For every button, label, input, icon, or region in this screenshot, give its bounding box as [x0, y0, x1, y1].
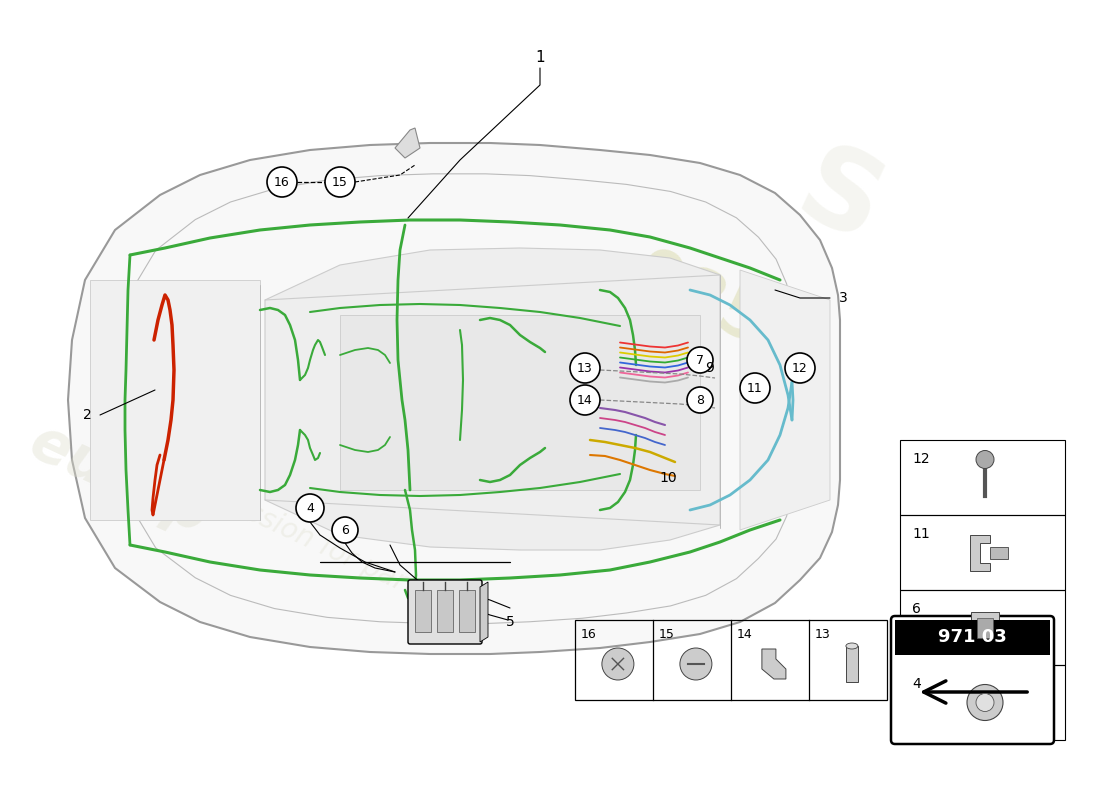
Circle shape	[967, 685, 1003, 721]
Polygon shape	[970, 534, 990, 570]
Text: 2: 2	[82, 408, 91, 422]
Circle shape	[688, 347, 713, 373]
Circle shape	[570, 385, 600, 415]
Text: 971 03: 971 03	[938, 628, 1006, 646]
Text: 10: 10	[659, 471, 676, 485]
Ellipse shape	[846, 643, 858, 649]
Bar	[895, 620, 1050, 655]
Bar	[340, 315, 700, 490]
Bar	[415, 590, 431, 632]
Polygon shape	[740, 270, 830, 530]
Text: 8: 8	[696, 394, 704, 406]
Text: 6: 6	[912, 602, 921, 616]
Text: 6: 6	[341, 523, 349, 537]
Text: 14: 14	[578, 394, 593, 406]
Circle shape	[976, 450, 994, 469]
FancyBboxPatch shape	[891, 616, 1054, 744]
Text: europ: europ	[21, 414, 219, 546]
Bar	[575, 620, 887, 700]
Bar	[971, 611, 999, 643]
Text: 12: 12	[912, 452, 930, 466]
Text: 15: 15	[659, 628, 675, 641]
Text: 1: 1	[536, 50, 544, 66]
Circle shape	[785, 353, 815, 383]
Circle shape	[570, 353, 600, 383]
Bar	[459, 590, 475, 632]
Text: 9: 9	[705, 361, 714, 375]
Bar	[437, 590, 453, 632]
Circle shape	[740, 373, 770, 403]
Text: S: S	[781, 134, 899, 266]
Bar	[900, 590, 1065, 665]
Text: 3: 3	[838, 291, 847, 305]
Polygon shape	[68, 143, 840, 654]
Circle shape	[602, 648, 634, 680]
Text: 11: 11	[747, 382, 763, 394]
Text: 4: 4	[306, 502, 313, 514]
Text: 5: 5	[506, 615, 515, 629]
Circle shape	[688, 387, 713, 413]
Polygon shape	[90, 280, 260, 520]
Polygon shape	[395, 128, 420, 158]
Bar	[900, 665, 1065, 740]
Text: 14: 14	[737, 628, 752, 641]
Circle shape	[332, 517, 358, 543]
Bar	[846, 646, 858, 682]
Text: 11: 11	[912, 527, 930, 541]
Text: 085: 085	[623, 241, 777, 359]
Text: 16: 16	[274, 175, 290, 189]
Polygon shape	[762, 649, 785, 679]
Bar	[900, 440, 1065, 515]
Polygon shape	[480, 582, 488, 642]
Circle shape	[976, 694, 994, 711]
Polygon shape	[265, 248, 720, 550]
Text: 13: 13	[815, 628, 830, 641]
Text: 13: 13	[578, 362, 593, 374]
Circle shape	[680, 648, 712, 680]
Text: 4: 4	[912, 677, 921, 691]
Bar	[990, 546, 1008, 558]
Text: 15: 15	[332, 175, 348, 189]
Text: 16: 16	[581, 628, 596, 641]
Circle shape	[296, 494, 324, 522]
Circle shape	[267, 167, 297, 197]
Text: 12: 12	[792, 362, 807, 374]
Text: 7: 7	[696, 354, 704, 366]
Circle shape	[324, 167, 355, 197]
FancyBboxPatch shape	[408, 580, 482, 644]
Text: a passion for parts: a passion for parts	[187, 473, 433, 607]
Bar	[900, 515, 1065, 590]
Bar	[977, 618, 993, 638]
FancyArrowPatch shape	[924, 681, 1027, 703]
